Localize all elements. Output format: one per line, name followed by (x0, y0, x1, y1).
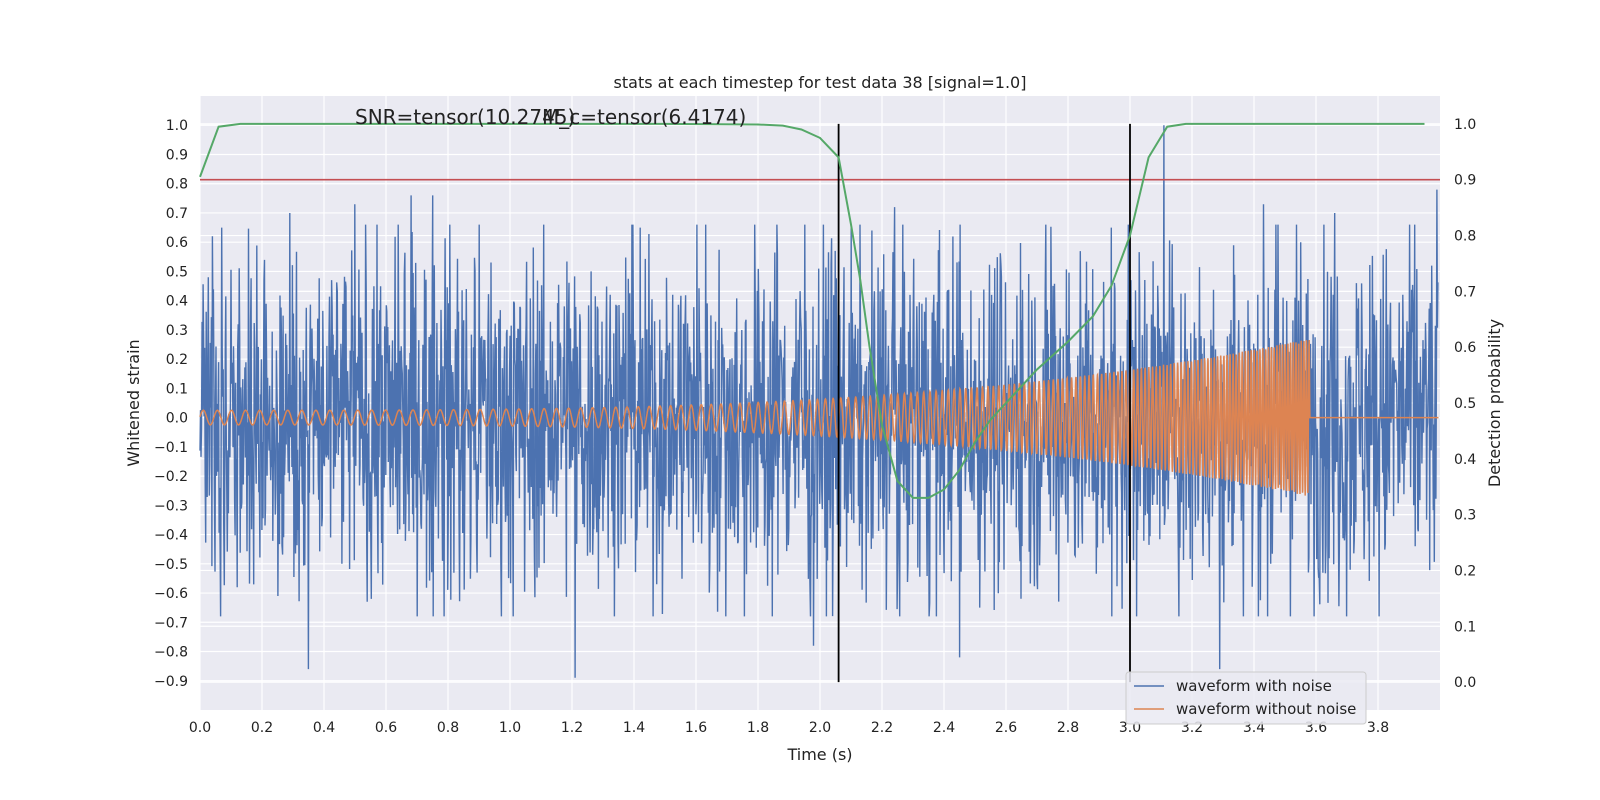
y-tick-label-right: 0.1 (1454, 619, 1476, 635)
x-tick-label: 2.6 (995, 720, 1017, 736)
x-tick-label: 2.4 (933, 720, 955, 736)
series-waveform-without-noise (199, 339, 1439, 496)
y-tick-label-left: 0.9 (166, 147, 188, 163)
x-tick-label: 1.8 (747, 720, 769, 736)
legend: waveform with noise waveform without noi… (1125, 671, 1367, 725)
y-tick-label-left: −0.1 (154, 440, 188, 456)
x-tick-label: 0.2 (251, 720, 273, 736)
x-tick-label: 0.0 (189, 720, 211, 736)
x-tick-label: 1.6 (685, 720, 707, 736)
y-tick-label-left: −0.8 (154, 645, 188, 661)
y-tick-label-left: 0.1 (166, 381, 188, 397)
y-axis-label-left: Whitened strain (124, 339, 143, 466)
y-tick-label-left: 0.5 (166, 264, 188, 280)
y-tick-label-left: −0.6 (154, 586, 188, 602)
y-tick-label-left: 0.0 (166, 411, 188, 427)
chirp-mass-annotation: M_c=tensor(6.4174) (542, 105, 746, 129)
y-tick-label-left: −0.2 (154, 469, 188, 485)
y-tick-label-left: 1.0 (166, 118, 188, 134)
clean-line (199, 339, 1439, 496)
x-tick-label: 2.8 (1057, 720, 1079, 736)
x-tick-label: 1.0 (499, 720, 521, 736)
x-tick-label: 0.6 (375, 720, 397, 736)
snr-annotation: SNR=tensor(10.2745) (355, 105, 575, 129)
y-tick-label-left: 0.3 (166, 323, 188, 339)
y-tick-label-right: 0.4 (1454, 452, 1476, 468)
y-tick-label-right: 0.6 (1454, 340, 1476, 356)
x-tick-label: 3.8 (1367, 720, 1389, 736)
y-axis-label-right: Detection probability (1485, 319, 1504, 487)
x-axis-label: Time (s) (786, 745, 852, 764)
y-tick-label-left: 0.7 (166, 206, 188, 222)
x-tick-label: 0.8 (437, 720, 459, 736)
y-tick-label-left: 0.6 (166, 235, 188, 251)
y-tick-label-left: −0.5 (154, 557, 188, 573)
y-tick-label-right: 0.3 (1454, 508, 1476, 524)
y-tick-label-right: 0.9 (1454, 173, 1476, 189)
y-tick-label-left: 0.8 (166, 177, 188, 193)
y-tick-label-right: 0.0 (1454, 675, 1476, 691)
overlay (199, 122, 1440, 683)
legend-box (1125, 671, 1367, 725)
x-tick-label: 0.4 (313, 720, 335, 736)
y-tick-label-right: 0.5 (1454, 396, 1476, 412)
x-tick-label: 1.4 (623, 720, 645, 736)
detection-probability-line (199, 122, 1425, 499)
y-tick-label-left: 0.2 (166, 352, 188, 368)
ticks: 0.0 0.2 0.4 0.6 0.8 1.0 1.2 1.4 1.6 1.8 2.0 2.2 2.4 2… (154, 117, 1476, 736)
y-tick-label-right: 1.0 (1454, 117, 1476, 133)
y-tick-label-left: 0.4 (166, 294, 188, 310)
x-tick-label: 1.2 (561, 720, 583, 736)
legend-label-noise: waveform with noise (1176, 677, 1332, 695)
y-tick-label-right: 0.2 (1454, 563, 1476, 579)
y-tick-label-left: −0.9 (154, 674, 188, 690)
legend-label-clean: waveform without noise (1176, 700, 1356, 718)
y-tick-label-left: −0.3 (154, 498, 188, 514)
x-tick-label: 2.2 (871, 720, 893, 736)
chart-title: stats at each timestep for test data 38 … (614, 73, 1027, 92)
y-tick-label-left: −0.7 (154, 615, 188, 631)
y-tick-label-right: 0.7 (1454, 284, 1476, 300)
x-tick-label: 2.0 (809, 720, 831, 736)
y-tick-label-right: 0.8 (1454, 229, 1476, 245)
y-tick-label-left: −0.4 (154, 528, 188, 544)
